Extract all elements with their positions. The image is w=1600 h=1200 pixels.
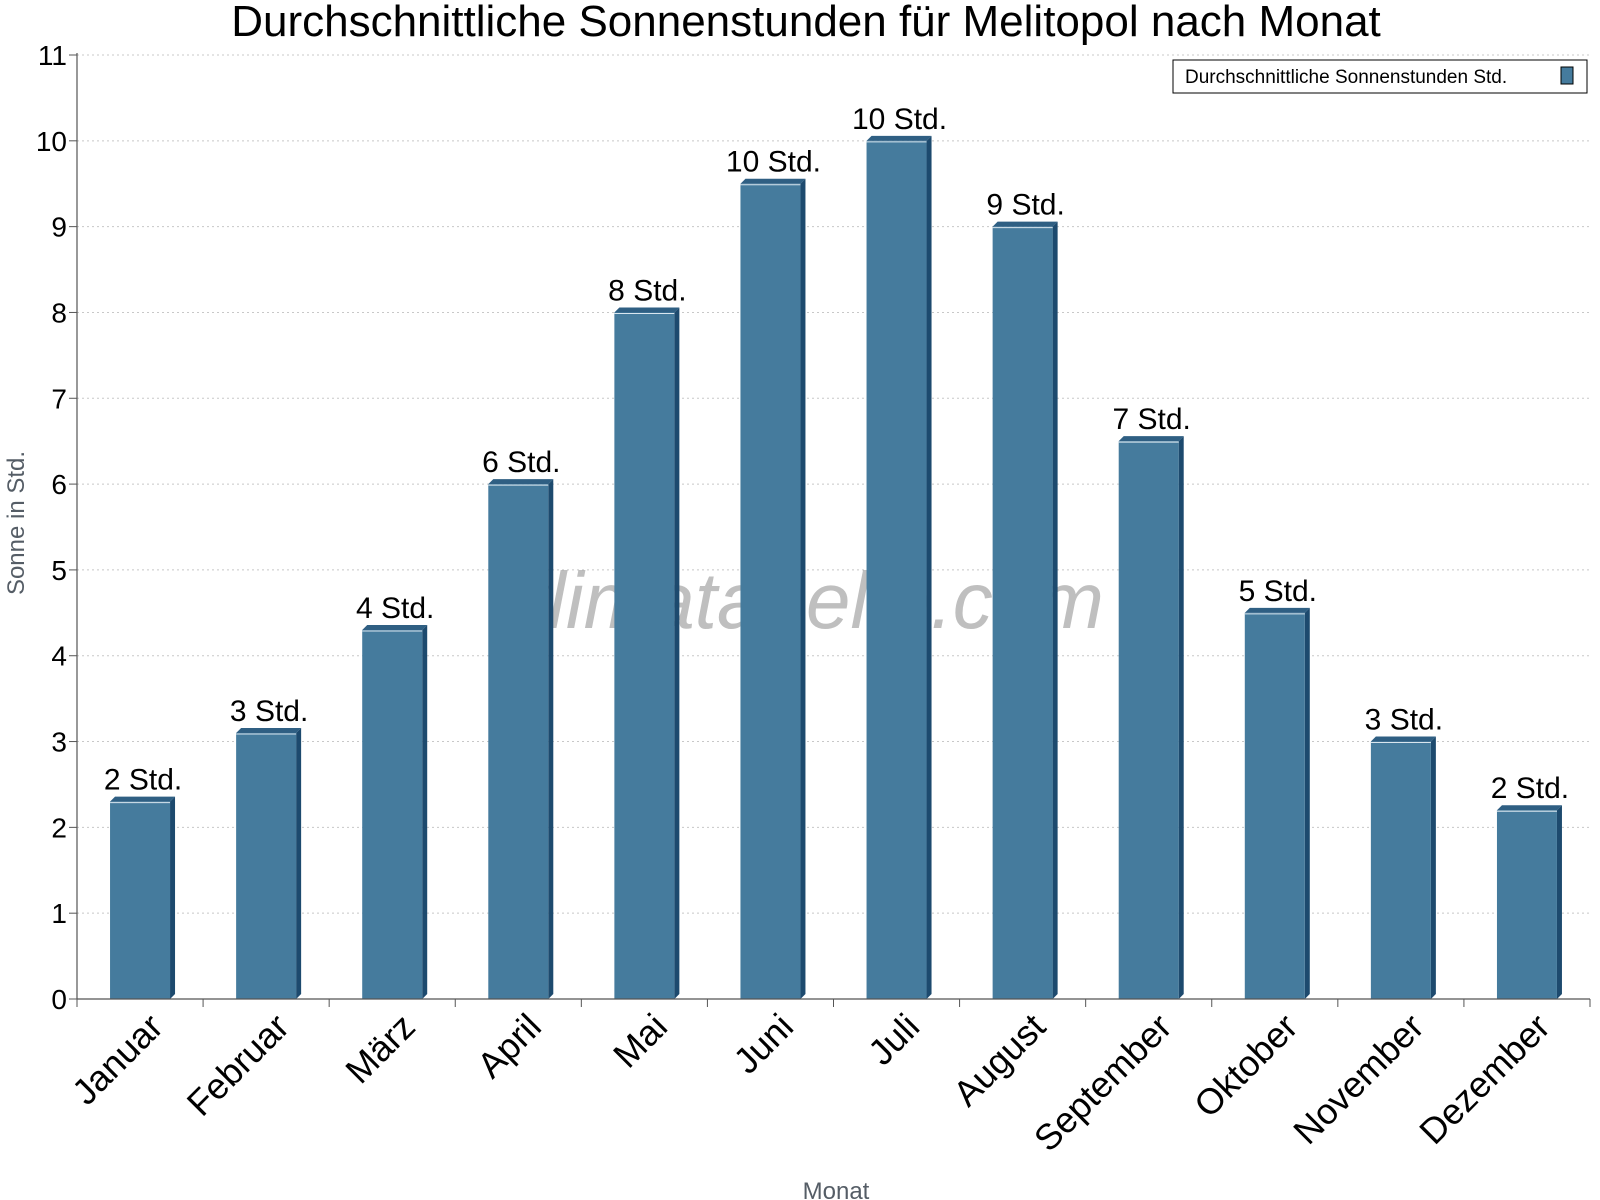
x-tick-label: Februar: [179, 1006, 297, 1124]
bar-top-Januar: [110, 796, 176, 802]
bar-März: [362, 629, 423, 999]
x-tick-label: November: [1285, 1006, 1431, 1152]
bar-top-März: [362, 624, 428, 630]
x-tick-label: Dezember: [1411, 1006, 1557, 1152]
data-label: 6 Std.: [482, 446, 560, 479]
y-tick-label: 3: [51, 727, 67, 758]
data-labels: 2 Std. 3 Std. 4 Std. 6 Std. 8 Std. 10 Std. 10 …: [104, 103, 1569, 805]
bar-side-Juli: [926, 135, 932, 999]
bar-side-Oktober: [1304, 607, 1310, 999]
bar-top-Juli: [866, 135, 932, 141]
x-tick-label: Januar: [64, 1006, 171, 1113]
data-label: 2 Std.: [1491, 772, 1569, 805]
bar-Januar: [110, 801, 171, 999]
bar-top-Juni: [740, 178, 806, 184]
bar-side-Februar: [296, 727, 302, 999]
bar-April: [488, 484, 549, 999]
x-tick-label: Juni: [725, 1006, 801, 1082]
bar-Oktober: [1244, 612, 1305, 999]
legend-swatch: [1560, 66, 1574, 85]
data-label: 10 Std.: [852, 103, 947, 136]
data-label: 5 Std.: [1239, 575, 1317, 608]
data-label: 4 Std.: [356, 592, 434, 625]
y-tick-label: 6: [51, 469, 67, 500]
bar-August: [992, 226, 1053, 1000]
data-label: 9 Std.: [986, 189, 1064, 222]
y-tick-label: 4: [51, 641, 67, 672]
bar-top-Dezember: [1496, 805, 1562, 811]
y-tick-label: 5: [51, 555, 67, 586]
bar-side-Mai: [674, 307, 680, 999]
bar-side-Dezember: [1556, 805, 1562, 999]
bar-side-Januar: [170, 796, 176, 999]
y-axis-title: Sonne in Std.: [3, 451, 30, 595]
bar-top-Februar: [236, 727, 302, 733]
x-tick-label: August: [945, 1006, 1053, 1114]
bar-side-September: [1178, 436, 1184, 999]
bar-top-April: [488, 479, 554, 485]
x-tick-label: Oktober: [1186, 1006, 1306, 1126]
data-label: 3 Std.: [1365, 704, 1443, 737]
bar-Mai: [614, 312, 675, 999]
bar-top-August: [992, 221, 1058, 227]
bar-side-November: [1430, 736, 1436, 999]
data-label: 7 Std.: [1113, 403, 1191, 436]
bar-Juni: [740, 183, 801, 999]
bar-top-November: [1370, 736, 1436, 742]
y-tick-label: 2: [51, 812, 67, 843]
y-tick-label: 8: [51, 297, 67, 328]
bar-top-Mai: [614, 307, 680, 313]
y-tick-label: 10: [36, 126, 67, 157]
bar-September: [1118, 441, 1179, 999]
x-tick-label: Juli: [860, 1006, 927, 1073]
bar-November: [1370, 741, 1431, 999]
bar-side-August: [1052, 221, 1058, 1000]
bar-side-Juni: [800, 178, 806, 999]
x-tick-label: März: [337, 1006, 423, 1092]
bar-top-September: [1118, 436, 1184, 442]
bar-Februar: [236, 732, 297, 999]
data-label: 10 Std.: [726, 146, 821, 179]
legend-box: [1172, 59, 1588, 94]
bar-side-März: [422, 624, 428, 999]
bar-Juli: [866, 140, 927, 999]
bar-side-April: [548, 479, 554, 999]
x-tick-label: April: [469, 1006, 549, 1086]
legend-label: Durchschnittliche Sonnenstunden Std.: [1185, 67, 1507, 88]
y-tick-label: 9: [51, 212, 67, 243]
data-label: 8 Std.: [608, 274, 686, 307]
bar-Dezember: [1496, 810, 1557, 999]
y-tick-label: 7: [51, 383, 67, 414]
data-label: 3 Std.: [230, 695, 308, 728]
x-axis-title: Monat: [803, 1178, 870, 1200]
x-tick-label: Mai: [605, 1006, 675, 1076]
gridlines: [77, 54, 1590, 914]
bar-series: [110, 135, 1562, 1000]
y-tick-label: 0: [51, 984, 67, 1015]
bar-top-Oktober: [1244, 607, 1310, 613]
y-tick-label: 1: [51, 898, 67, 929]
data-label: 2 Std.: [104, 764, 182, 797]
legend: Durchschnittliche Sonnenstunden Std.: [1172, 59, 1588, 94]
x-tick-label: September: [1026, 1006, 1180, 1160]
chart-title: Durchschnittliche Sonnenstunden für Meli…: [231, 0, 1381, 46]
y-tick-label: 11: [38, 40, 67, 71]
